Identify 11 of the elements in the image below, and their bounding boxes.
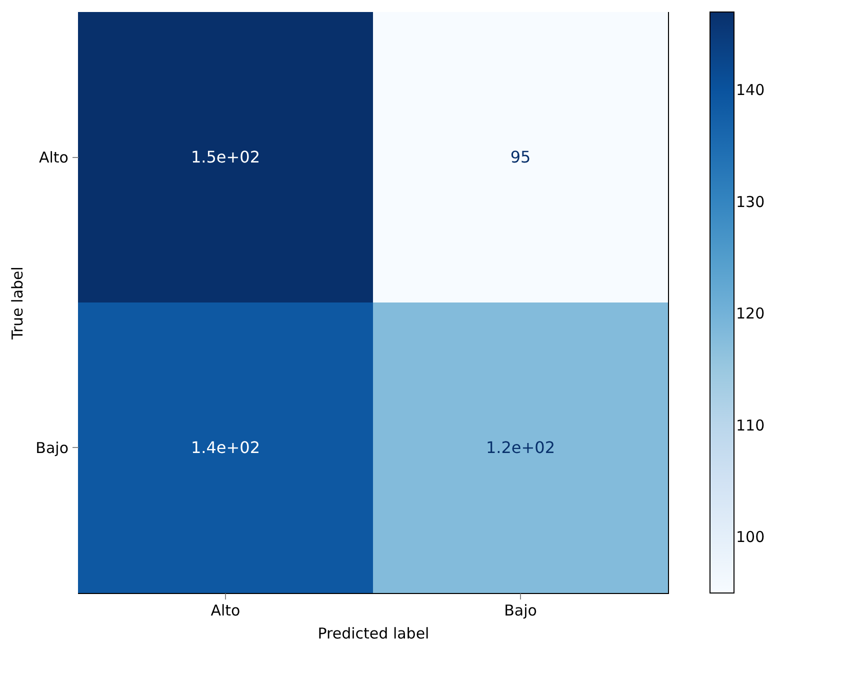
data-label: 95: [510, 147, 531, 166]
color-bar-label: 110: [736, 416, 765, 434]
data-label: 1.2e+02: [486, 438, 556, 457]
x-axis-title: Predicted label: [318, 624, 430, 642]
data-label: 1.4e+02: [190, 438, 260, 457]
color-bar-label: 100: [736, 528, 765, 546]
color-bar-label: 130: [736, 192, 765, 211]
color-bar-label: 140: [736, 81, 765, 100]
y-axis-title: True label: [8, 266, 27, 340]
color-bar-label: 120: [736, 304, 765, 323]
data-label: 1.5e+02: [190, 147, 260, 166]
